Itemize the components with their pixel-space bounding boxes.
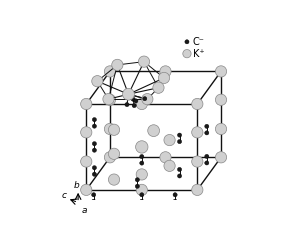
- Circle shape: [104, 66, 115, 77]
- Circle shape: [92, 172, 96, 176]
- Circle shape: [205, 154, 209, 158]
- Circle shape: [92, 118, 96, 122]
- Circle shape: [192, 184, 203, 196]
- Circle shape: [215, 152, 227, 163]
- Circle shape: [215, 66, 227, 77]
- Circle shape: [185, 40, 189, 44]
- Circle shape: [164, 135, 175, 146]
- Circle shape: [140, 193, 144, 197]
- Circle shape: [173, 199, 177, 203]
- Circle shape: [160, 66, 171, 77]
- Circle shape: [178, 133, 182, 137]
- Text: c: c: [62, 191, 67, 200]
- Circle shape: [112, 59, 123, 70]
- Circle shape: [108, 148, 120, 160]
- Circle shape: [103, 93, 114, 105]
- Circle shape: [123, 88, 134, 100]
- Circle shape: [136, 141, 148, 153]
- Circle shape: [164, 160, 175, 171]
- Circle shape: [104, 123, 115, 135]
- Circle shape: [81, 98, 92, 110]
- Circle shape: [215, 123, 227, 135]
- Circle shape: [81, 156, 92, 167]
- Text: K⁺: K⁺: [193, 49, 205, 59]
- Text: b: b: [74, 181, 80, 190]
- Circle shape: [153, 82, 164, 93]
- Circle shape: [160, 152, 171, 163]
- Circle shape: [173, 193, 177, 197]
- Circle shape: [143, 97, 147, 101]
- Circle shape: [92, 199, 96, 203]
- Circle shape: [183, 50, 191, 58]
- Circle shape: [178, 167, 182, 171]
- Circle shape: [205, 161, 209, 165]
- Circle shape: [81, 127, 92, 138]
- Circle shape: [125, 103, 129, 107]
- Circle shape: [136, 98, 148, 110]
- Circle shape: [136, 169, 148, 180]
- Circle shape: [104, 152, 115, 163]
- Circle shape: [140, 155, 144, 159]
- Circle shape: [215, 94, 227, 105]
- Circle shape: [132, 104, 136, 108]
- Circle shape: [108, 174, 120, 185]
- Circle shape: [81, 184, 92, 196]
- Circle shape: [104, 94, 115, 105]
- Circle shape: [135, 184, 139, 188]
- Circle shape: [136, 184, 148, 196]
- Circle shape: [178, 174, 182, 178]
- Circle shape: [192, 98, 203, 110]
- Circle shape: [92, 142, 96, 146]
- Circle shape: [92, 124, 96, 128]
- Circle shape: [205, 124, 209, 128]
- Circle shape: [205, 131, 209, 135]
- Circle shape: [148, 125, 160, 137]
- Text: a: a: [81, 206, 87, 215]
- Circle shape: [140, 161, 144, 165]
- Circle shape: [140, 199, 144, 203]
- Circle shape: [192, 127, 203, 138]
- Circle shape: [134, 99, 138, 103]
- Text: C⁻: C⁻: [193, 37, 205, 47]
- Circle shape: [158, 72, 170, 83]
- Circle shape: [92, 193, 96, 197]
- Circle shape: [131, 97, 135, 101]
- Circle shape: [135, 178, 139, 182]
- Circle shape: [92, 166, 96, 170]
- Circle shape: [92, 148, 96, 152]
- Circle shape: [192, 156, 203, 167]
- Circle shape: [108, 124, 120, 135]
- Circle shape: [92, 76, 103, 87]
- Circle shape: [142, 93, 153, 105]
- Circle shape: [178, 140, 182, 144]
- Circle shape: [138, 56, 150, 67]
